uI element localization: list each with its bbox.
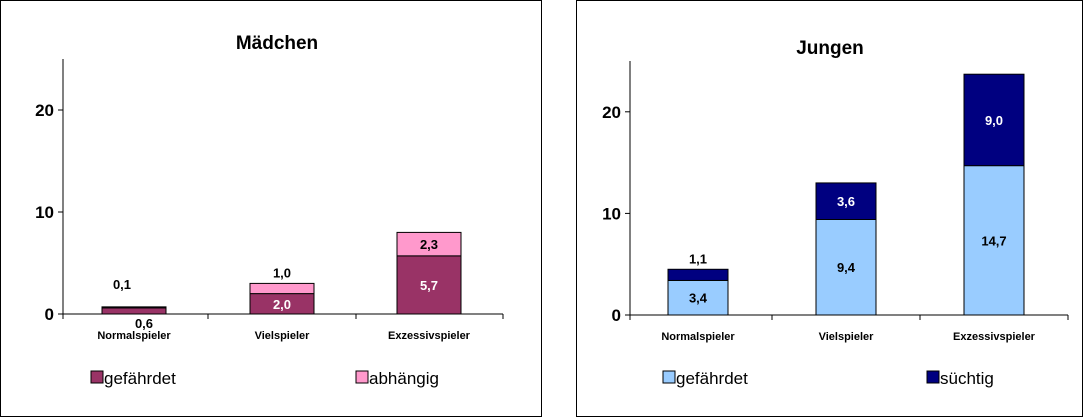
bar-maedchen-s2	[101, 306, 167, 309]
x-tick-label: Vielspieler	[255, 330, 311, 342]
legend-swatch	[355, 370, 369, 384]
legend-label: gefährdet	[676, 369, 748, 388]
data-label: 2,3	[420, 237, 438, 252]
data-label: 1,1	[689, 251, 707, 266]
data-label: 3,6	[837, 194, 855, 209]
chart-maedchen: Mädchen 0 10 20 Normalspieler Vielspieler Exze…	[35, 33, 504, 388]
data-label: 0,1	[113, 277, 131, 292]
x-tick-label: Normalspieler	[661, 331, 735, 343]
legend-label: süchtig	[940, 369, 994, 388]
legend-label: gefährdet	[104, 369, 176, 388]
y-tick-label: 20	[602, 103, 621, 122]
data-label: 9,0	[985, 113, 1003, 128]
bar-jungen-s1	[667, 279, 729, 316]
data-label: 14,7	[981, 233, 1006, 248]
y-tick-label: 10	[602, 204, 621, 223]
bar-maedchen-s2	[396, 231, 462, 257]
y-tick-label: 0	[612, 306, 621, 325]
legend-label: abhängig	[369, 369, 439, 388]
y-tick-label: 20	[35, 101, 54, 120]
data-label: 3,4	[689, 291, 708, 306]
y-tick-label: 10	[35, 203, 54, 222]
x-tick-label: Vielspieler	[819, 331, 875, 343]
bar-maedchen-s1	[101, 307, 167, 315]
data-label: 5,7	[420, 278, 438, 293]
y-tick-label: 0	[45, 305, 54, 324]
x-tick-label: Exzessivspieler	[388, 330, 471, 342]
x-tick-label: Normalspieler	[97, 330, 171, 342]
x-tick-label: Exzessivspieler	[953, 331, 1036, 343]
data-label: 0,6	[135, 316, 153, 331]
bar-jungen-s2	[815, 182, 877, 220]
chart-jungen: Jungen 0 10 20 Normalspieler Vielspieler Exzes…	[602, 38, 1069, 388]
data-label: 9,4	[837, 260, 856, 275]
data-label: 2,0	[273, 297, 291, 312]
legend-swatch	[926, 370, 940, 384]
chart-title: Mädchen	[236, 33, 318, 54]
legend-swatch	[90, 370, 104, 384]
data-label: 1,0	[273, 265, 291, 280]
chart-panel-jungen: Jungen 0 10 20 Normalspieler Vielspieler Exzes…	[576, 0, 1083, 417]
bar-maedchen-s2	[249, 282, 315, 295]
bar-jungen-s2	[963, 73, 1025, 167]
bar-maedchen-s1	[396, 255, 462, 315]
chart-panel-maedchen: Mädchen 0 10 20 Normalspieler Vielspieler Exze…	[0, 0, 542, 417]
bar-jungen-s2	[667, 268, 729, 281]
chart-title: Jungen	[796, 38, 864, 59]
bar-jungen-s1	[963, 165, 1025, 316]
legend-swatch	[662, 370, 676, 384]
